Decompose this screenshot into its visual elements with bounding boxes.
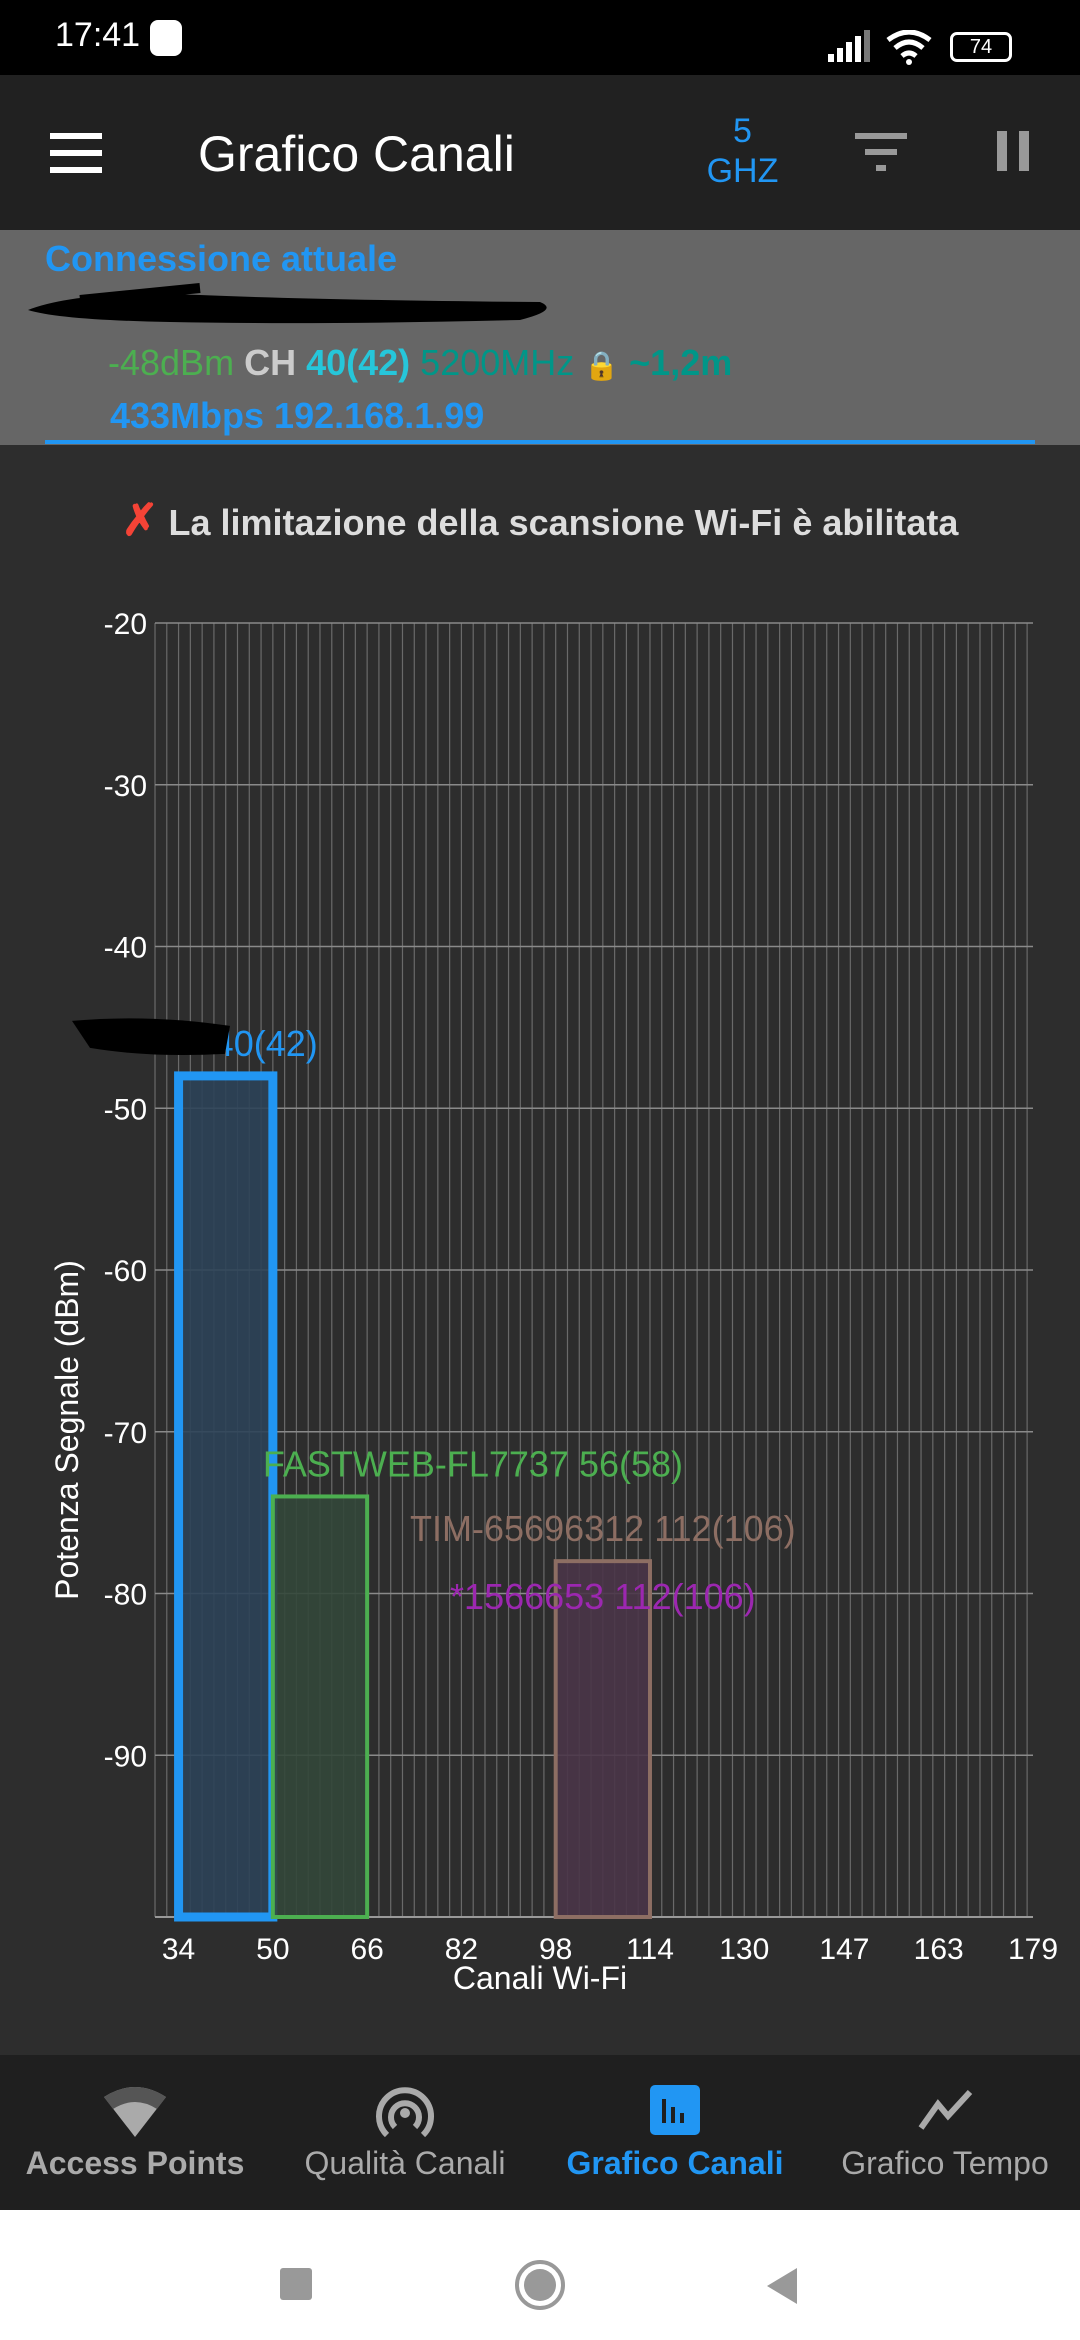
x-tick-label: 50 xyxy=(256,1933,289,1966)
signal-bar xyxy=(553,1559,652,1920)
frequency: 5200MHz xyxy=(420,342,575,383)
status-bar: 17:41 74 xyxy=(0,0,1080,75)
signal-bar xyxy=(270,1494,370,1919)
tab-access-points[interactable]: Access Points xyxy=(0,2055,270,2210)
x-tick-label: 82 xyxy=(445,1933,478,1966)
error-x-icon: ✗ xyxy=(121,496,159,545)
scan-throttle-warning: ✗ La limitazione della scansione Wi-Fi è… xyxy=(0,495,1080,546)
x-tick-label: 114 xyxy=(626,1933,674,1966)
x-tick-label: 130 xyxy=(719,1933,769,1966)
tab-label: Grafico Canali xyxy=(566,2145,784,2181)
tab-channel-graph[interactable]: Grafico Canali xyxy=(540,2055,810,2210)
bar-label: FASTWEB-FL7737 56(58) xyxy=(263,1443,683,1484)
notification-icon xyxy=(150,20,182,56)
home-button[interactable] xyxy=(515,2260,565,2310)
tab-channel-quality[interactable]: Qualità Canali xyxy=(270,2055,540,2210)
bottom-navigation: Access Points Qualità Canali Grafico Can… xyxy=(0,2055,1080,2210)
redacted-ssid xyxy=(28,283,547,324)
y-tick-label: -40 xyxy=(104,932,147,965)
pause-icon[interactable] xyxy=(995,131,1031,175)
channel-value: 40(42) xyxy=(306,342,411,383)
channel-chart: -20 -30 -40 -50 -60 -70 -80 -90 34 50 66 82 98 114 130… xyxy=(49,608,1058,1996)
app-bar: Grafico Canali 5 GHZ xyxy=(0,75,1080,230)
filter-icon[interactable] xyxy=(855,133,907,173)
y-tick-label: -80 xyxy=(104,1579,147,1612)
tab-label: Qualità Canali xyxy=(304,2145,506,2181)
channel-label: CH xyxy=(244,342,297,383)
distance: ~1,2m xyxy=(629,342,733,383)
x-tick-label: 163 xyxy=(914,1933,964,1966)
band-number: 5 xyxy=(733,112,752,150)
battery-icon: 74 xyxy=(950,32,1012,62)
x-tick-label: 66 xyxy=(350,1933,383,1966)
x-tick-label: 179 xyxy=(1008,1933,1058,1966)
menu-icon[interactable] xyxy=(50,133,102,173)
y-tick-label: -60 xyxy=(104,1255,147,1288)
bar-label: TIM-65696312 112(106) xyxy=(410,1508,796,1549)
band-toggle-button[interactable]: 5 GHZ xyxy=(690,111,795,191)
wifi-status-icon xyxy=(886,30,932,65)
battery-level: 74 xyxy=(969,36,993,58)
recents-button[interactable] xyxy=(280,2268,312,2300)
x-tick-label: 34 xyxy=(162,1933,195,1966)
signal-bar xyxy=(174,1071,278,1922)
bar-label: *1566653 112(106) xyxy=(450,1576,756,1617)
tab-label: Access Points xyxy=(25,2145,245,2181)
warning-text: La limitazione della scansione Wi-Fi è a… xyxy=(168,502,959,543)
speed-ip: 433Mbps 192.168.1.99 xyxy=(110,395,485,436)
bar-label: 40(42) xyxy=(214,1023,318,1064)
connection-underline xyxy=(45,440,1035,444)
y-tick-label: -20 xyxy=(104,608,147,641)
bar-chart-icon xyxy=(650,2085,700,2135)
current-connection-panel[interactable]: Connessione attuale -48dBm CH 40(42) 520… xyxy=(0,230,1080,445)
line-chart-icon xyxy=(918,2090,973,2130)
y-tick-label: -90 xyxy=(104,1740,147,1773)
clock: 17:41 xyxy=(55,16,141,54)
wifi-icon xyxy=(104,2087,166,2137)
y-tick-label: -50 xyxy=(104,1093,147,1126)
x-tick-label: 98 xyxy=(539,1933,572,1966)
system-navigation xyxy=(0,2210,1080,2340)
page-title: Grafico Canali xyxy=(198,126,515,182)
tab-time-graph[interactable]: Grafico Tempo xyxy=(810,2055,1080,2210)
signal-strength: -48dBm xyxy=(108,342,235,383)
band-unit: GHZ xyxy=(706,152,779,190)
connection-details: -48dBm CH 40(42) 5200MHz 🔒 ~1,2m xyxy=(108,342,732,384)
y-tick-label: -70 xyxy=(104,1417,147,1450)
redacted-ssid xyxy=(72,1018,230,1056)
y-tick-label: -30 xyxy=(104,770,147,803)
cell-signal-icon xyxy=(828,30,870,62)
back-button[interactable] xyxy=(765,2266,799,2306)
lock-icon: 🔒 xyxy=(584,350,620,381)
signal-rings-icon xyxy=(376,2087,434,2138)
x-tick-label: 147 xyxy=(819,1933,869,1966)
x-axis-title: Canali Wi-Fi xyxy=(453,1960,627,1996)
y-axis-title: Potenza Segnale (dBm) xyxy=(49,1260,85,1600)
tab-label: Grafico Tempo xyxy=(841,2145,1049,2181)
connection-heading: Connessione attuale xyxy=(45,238,398,279)
